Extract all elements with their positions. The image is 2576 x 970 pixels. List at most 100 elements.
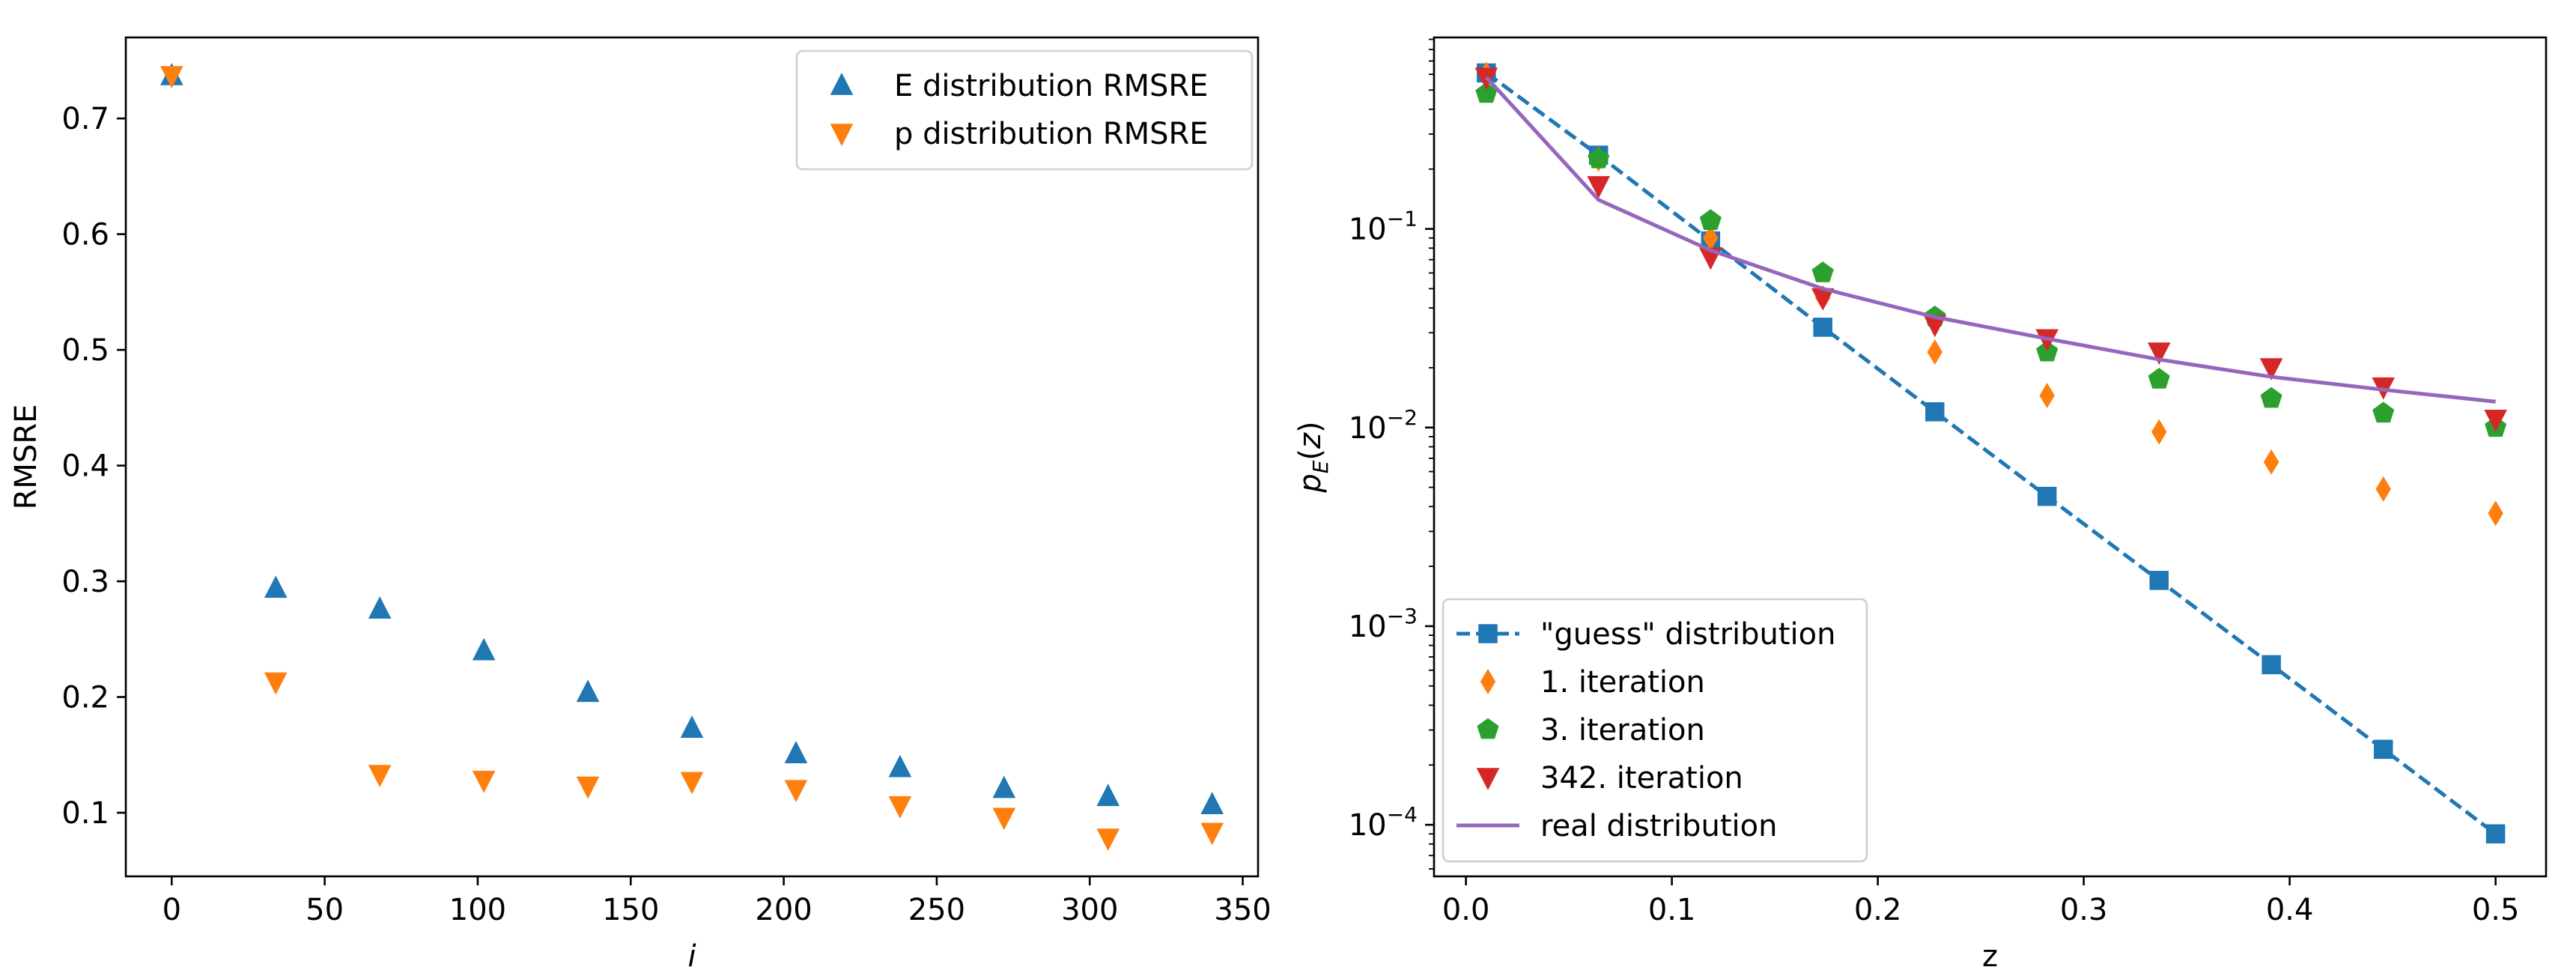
- data-point: [2147, 342, 2171, 365]
- ylabel-p: p: [1293, 473, 1328, 493]
- legend-label: real distribution: [1540, 809, 1777, 843]
- left-chart-legend: E distribution RMSRE p distribution RMSRE: [795, 49, 1254, 171]
- data-point: [1923, 315, 1947, 338]
- series-line: [1485, 71, 2497, 836]
- y-tick-label: 10−2: [1349, 405, 1418, 446]
- legend-marker: [1477, 718, 1499, 739]
- y-tick-label: 0.2: [61, 681, 109, 715]
- data-point: [2151, 419, 2167, 445]
- data-point: [1200, 792, 1224, 814]
- right-chart-frame: [1433, 36, 2548, 878]
- data-point: [2485, 824, 2506, 844]
- series-p-distribution-rmsre: [160, 66, 1224, 852]
- right-chart-pE: 0.0 0.1 0.2 0.3 0.4 0.5 10−410−310−210−1 z pE…: [1293, 36, 2548, 970]
- y-tick-exponent: −1: [1387, 207, 1418, 231]
- x-tick-label: 350: [1214, 893, 1271, 927]
- y-tick-label: 0.6: [61, 218, 109, 252]
- data-point: [2375, 476, 2391, 502]
- left-chart-rmsre: 0 50 100 150 200 250 300 350 0.1 0.2 0.3 0.4 0.5 0.6…: [9, 36, 1272, 970]
- data-point: [160, 66, 183, 88]
- data-point: [1200, 822, 1224, 846]
- data-point: [992, 775, 1016, 798]
- y-tick-label: 10−3: [1349, 604, 1418, 644]
- y-tick-label: 0.3: [61, 565, 109, 599]
- data-point: [1703, 225, 1719, 251]
- y-tick-base: 10: [1349, 808, 1387, 843]
- y-tick-label: 0.5: [61, 333, 109, 368]
- data-point: [992, 807, 1016, 831]
- right-chart-x-axis-label: z: [1982, 939, 1998, 970]
- left-chart-y-axis-label: RMSRE: [9, 404, 43, 510]
- data-point: [2488, 500, 2503, 527]
- x-tick-label: 0: [162, 893, 181, 927]
- data-point: [2263, 449, 2279, 475]
- ylabel-paren-open: (: [1293, 449, 1328, 461]
- y-tick-exponent: −4: [1387, 802, 1418, 827]
- data-point: [2260, 387, 2282, 408]
- data-point: [2259, 358, 2283, 381]
- x-tick-label: 0.1: [1648, 893, 1696, 927]
- series-e-distribution-rmsre: [160, 62, 1224, 814]
- y-tick-label: 0.4: [61, 449, 109, 484]
- data-point: [1813, 318, 1832, 337]
- right-chart-marks: [1474, 61, 2507, 844]
- x-tick-label: 0.4: [2266, 893, 2314, 927]
- legend-marker: [1476, 768, 1500, 790]
- right-chart-x-ticks: 0.0 0.1 0.2 0.3 0.4 0.5: [1442, 876, 2519, 927]
- data-point: [2149, 571, 2169, 590]
- ylabel-z: z: [1293, 432, 1328, 449]
- series-guess-distribution: [1477, 63, 2506, 844]
- data-point: [2037, 486, 2057, 506]
- data-point: [264, 575, 288, 598]
- data-point: [1811, 288, 1835, 311]
- data-point: [1927, 339, 1942, 365]
- data-point: [576, 776, 600, 799]
- legend-box: [1442, 598, 1868, 863]
- data-point: [472, 637, 496, 661]
- left-chart-y-ticks: 0.1 0.2 0.3 0.4 0.5 0.6 0.7: [61, 102, 126, 831]
- left-chart-marks: [160, 62, 1224, 852]
- x-tick-label: 0.2: [1854, 893, 1902, 927]
- data-point: [1588, 147, 1610, 169]
- x-tick-label: 50: [306, 893, 344, 927]
- right-chart-legend: "guess" distribution 1. iteration 3. itera…: [1442, 598, 1868, 863]
- legend-label: 3. iteration: [1540, 713, 1705, 748]
- legend-label: 1. iteration: [1540, 665, 1705, 700]
- y-tick-base: 10: [1349, 213, 1387, 247]
- data-point: [1587, 176, 1611, 198]
- legend-marker: [1478, 624, 1498, 643]
- ylabel-paren-close: ): [1293, 421, 1328, 433]
- series-line: [1485, 76, 2496, 404]
- data-point: [680, 715, 704, 739]
- legend-label: p distribution RMSRE: [894, 117, 1209, 151]
- data-point: [1475, 82, 1498, 103]
- data-point: [2261, 655, 2281, 675]
- y-tick-label: 10−4: [1349, 802, 1418, 843]
- left-chart-x-axis-label: i: [687, 939, 696, 970]
- data-point: [2039, 382, 2055, 408]
- legend-marker: [830, 124, 854, 146]
- legend-marker: [830, 73, 854, 95]
- legend-label: E distribution RMSRE: [894, 69, 1208, 103]
- y-tick-base: 10: [1349, 411, 1387, 446]
- legend-label: "guess" distribution: [1540, 617, 1836, 652]
- data-point: [784, 780, 808, 803]
- data-point: [2484, 410, 2507, 432]
- data-point: [576, 679, 600, 703]
- x-tick-label: 0.3: [2060, 893, 2108, 927]
- x-tick-label: 100: [449, 893, 506, 927]
- data-point: [2372, 401, 2395, 423]
- data-point: [1096, 783, 1120, 807]
- data-point: [368, 765, 392, 788]
- x-tick-label: 300: [1061, 893, 1118, 927]
- y-tick-base: 10: [1349, 610, 1387, 644]
- data-point: [2148, 368, 2170, 389]
- y-tick-exponent: −2: [1387, 405, 1418, 430]
- y-tick-exponent: −3: [1387, 604, 1418, 628]
- data-point: [680, 772, 704, 795]
- data-point: [2374, 739, 2393, 760]
- y-tick-label: 0.1: [61, 796, 109, 831]
- legend-label: 342. iteration: [1540, 761, 1743, 795]
- x-tick-label: 200: [755, 893, 812, 927]
